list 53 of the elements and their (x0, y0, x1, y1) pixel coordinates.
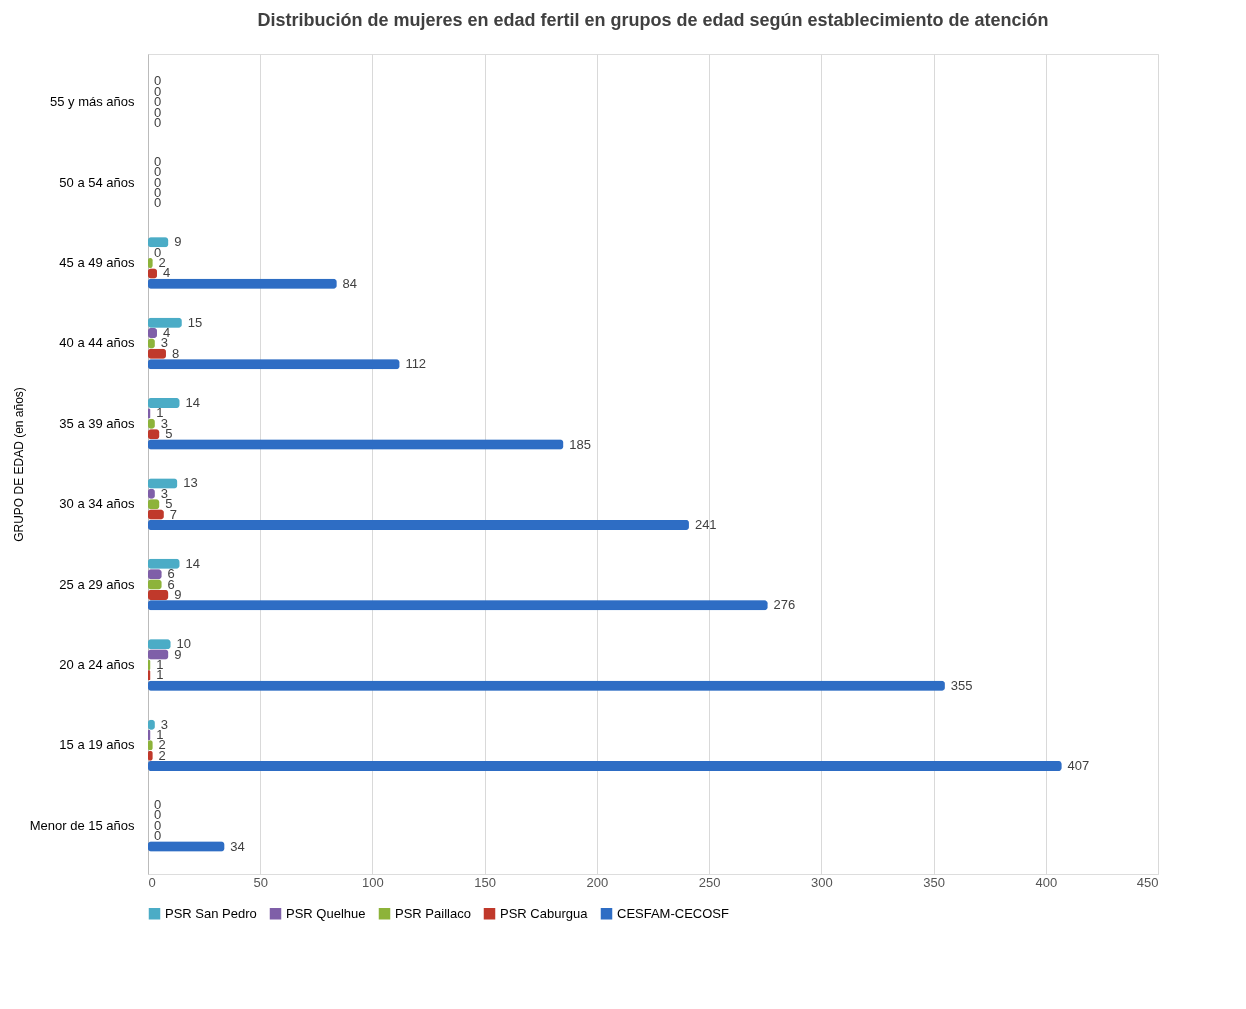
legend-label: CESFAM-CECOSF (617, 905, 730, 921)
data-label: 3 (160, 335, 168, 351)
x-tick-label: 100 (362, 874, 384, 890)
data-label: 0 (154, 185, 162, 200)
data-label: 14 (185, 555, 200, 571)
bar (148, 519, 689, 530)
data-label: 84 (342, 275, 357, 291)
y-tick-label: 20 a 24 años (59, 656, 135, 672)
data-label: 9 (174, 586, 182, 602)
data-label: 13 (183, 475, 198, 491)
y-tick-label: 40 a 44 años (59, 335, 135, 351)
legend-label: PSR San Pedro (165, 905, 257, 921)
data-label: 185 (569, 436, 591, 452)
bar (148, 439, 564, 450)
data-label: 9 (174, 234, 182, 250)
y-tick-label: 30 a 34 años (59, 496, 135, 512)
y-tick-label: 25 a 29 años (59, 576, 135, 592)
x-tick-label: 50 (253, 874, 268, 890)
legend-label: PSR Caburgua (500, 905, 589, 921)
y-axis-title: GRUPO DE EDAD (en años) (11, 387, 26, 542)
data-label: 34 (230, 838, 245, 854)
data-label: 14 (185, 395, 200, 411)
data-label: 355 (950, 677, 973, 693)
legend-label: PSR Paillaco (395, 905, 471, 921)
x-tick-label: 350 (923, 874, 945, 890)
x-tick-label: 300 (810, 874, 833, 890)
bar (148, 600, 768, 611)
y-tick-label: 15 a 19 años (59, 737, 135, 753)
legend-label: PSR Quelhue (286, 905, 366, 921)
data-label: 15 (187, 314, 203, 330)
data-label: 407 (1067, 758, 1090, 774)
data-label: 112 (405, 356, 427, 372)
x-tick-label: 150 (474, 874, 497, 890)
y-tick-label: Menor de 15 años (29, 817, 135, 833)
x-tick-label: 0 (148, 874, 156, 890)
data-label: 241 (694, 516, 717, 532)
bar (148, 398, 180, 409)
x-tick-label: 250 (698, 874, 721, 890)
y-tick-label: 55 y más años (49, 94, 135, 110)
bar (148, 589, 169, 600)
bar (148, 680, 945, 691)
data-label: 0 (154, 153, 162, 169)
y-tick-label: 50 a 54 años (59, 174, 135, 190)
data-label: 8 (171, 345, 180, 361)
data-label: 3 (160, 716, 168, 732)
x-tick-label: 200 (586, 874, 609, 890)
y-tick-label: 45 a 49 años (59, 255, 135, 271)
bar (148, 761, 1062, 772)
x-tick-label: 400 (1035, 874, 1058, 890)
chart-title: Distribución de mujeres en edad fertil en grupos de edad según establecimiento de atención (257, 10, 1049, 30)
y-tick-label: 35 a 39 años (59, 415, 135, 431)
data-label: 276 (773, 597, 796, 613)
x-tick-label: 450 (1136, 874, 1159, 890)
